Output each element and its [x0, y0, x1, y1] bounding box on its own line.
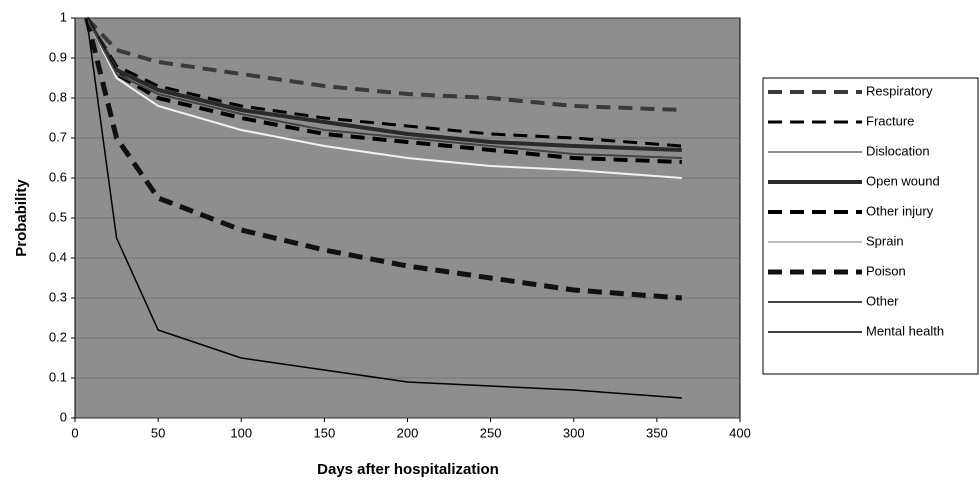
legend-label: Other	[866, 293, 899, 308]
y-tick-label: 0.7	[49, 129, 67, 144]
y-tick-label: 0.4	[49, 249, 67, 264]
x-tick-label: 250	[480, 425, 502, 440]
legend-label: Sprain	[866, 233, 904, 248]
x-tick-label: 100	[230, 425, 252, 440]
series-line	[85, 17, 682, 399]
series-line	[85, 17, 682, 159]
legend-label: Other injury	[866, 203, 934, 218]
series-line	[84, 17, 682, 164]
y-tick-label: 1	[60, 9, 67, 24]
x-axis-label: Days after hospitalization	[317, 461, 499, 478]
x-tick-label: 200	[397, 425, 419, 440]
series-line	[85, 17, 682, 148]
x-tick-label: 350	[646, 425, 668, 440]
y-tick-label: 0.6	[49, 169, 67, 184]
y-tick-label: 0.9	[49, 49, 67, 64]
y-tick-label: 0.1	[49, 369, 67, 384]
series-line	[84, 17, 682, 301]
x-tick-label: 300	[563, 425, 585, 440]
x-tick-label: 150	[314, 425, 336, 440]
x-tick-label: 0	[71, 425, 78, 440]
y-tick-label: 0.8	[49, 89, 67, 104]
x-tick-label: 50	[151, 425, 165, 440]
legend-box	[762, 77, 979, 375]
x-tick-label: 400	[729, 425, 751, 440]
series-line	[84, 17, 682, 152]
legend-label: Fracture	[866, 113, 914, 128]
legend-label: Open wound	[866, 173, 940, 188]
y-tick-label: 0.5	[49, 209, 67, 224]
legend-label: Poison	[866, 263, 906, 278]
legend-label: Mental health	[866, 323, 944, 338]
series-line	[85, 16, 682, 112]
y-tick-label: 0.3	[49, 289, 67, 304]
y-tick-label: 0.2	[49, 329, 67, 344]
y-tick-label: 0	[60, 409, 67, 424]
legend-label: Respiratory	[866, 83, 933, 98]
series-line	[85, 17, 682, 179]
y-axis-label: Probability	[13, 179, 30, 257]
legend-label: Dislocation	[866, 143, 930, 158]
